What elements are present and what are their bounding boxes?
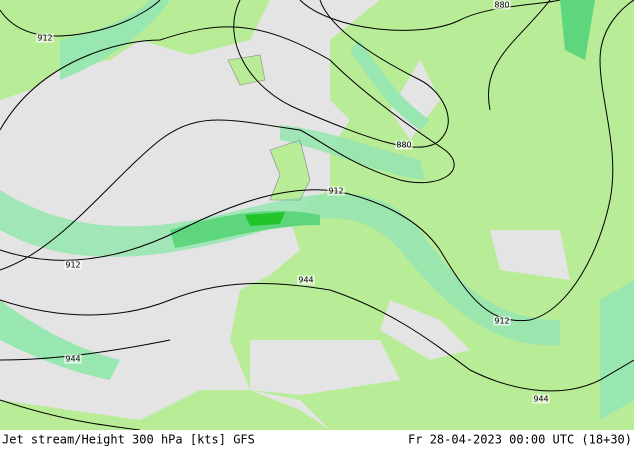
western-med [250, 340, 400, 395]
label-backdrop [493, 0, 511, 10]
contour-line [488, 0, 551, 111]
footer-title: Jet stream/Height 300 hPa [kts] GFS [2, 433, 255, 447]
footer-time: Fr 28-04-2023 00:00 UTC (18+30) [408, 433, 632, 447]
contour-line [0, 26, 455, 271]
jet-band [350, 40, 430, 130]
contour-label: 912 [65, 261, 80, 270]
jet-core [170, 210, 320, 248]
contour-line [0, 282, 634, 392]
iceland [228, 55, 265, 85]
jet-band [0, 190, 560, 346]
contour-line [233, 0, 449, 148]
contour-label: 944 [533, 395, 548, 404]
contour-label: 912 [494, 317, 509, 326]
label-backdrop [297, 275, 315, 285]
mediterranean [380, 300, 470, 360]
jet-band [600, 280, 634, 420]
contour-label: 912 [37, 34, 52, 43]
label-backdrop [64, 354, 82, 364]
black-sea [490, 230, 570, 280]
jet-band [560, 0, 595, 60]
contour-label: 944 [65, 355, 80, 364]
british-isles [270, 140, 310, 200]
contour-line [0, 399, 141, 431]
jet-band [280, 125, 425, 180]
footer-bar [0, 430, 634, 450]
label-backdrop [327, 186, 345, 196]
coastline [227, 54, 311, 201]
label-backdrop [532, 394, 550, 404]
label-backdrop [395, 140, 413, 150]
jet-max [245, 212, 285, 226]
contour-label: 880 [396, 141, 411, 150]
jet-band [0, 300, 120, 380]
contour-label: 944 [298, 276, 313, 285]
label-backdrop [36, 33, 54, 43]
contour-line [0, 0, 161, 37]
contour-line [299, 0, 561, 31]
jet-band [60, 0, 170, 80]
contour-line [0, 339, 171, 361]
label-backdrop [64, 260, 82, 270]
contour-label: 880 [494, 1, 509, 10]
contour-label: 912 [328, 187, 343, 196]
map-area: 912 880 880 912 912 944 912 944 944 [0, 0, 634, 431]
contour-line [0, 0, 634, 322]
north-africa [0, 390, 330, 430]
label-backdrop [493, 316, 511, 326]
